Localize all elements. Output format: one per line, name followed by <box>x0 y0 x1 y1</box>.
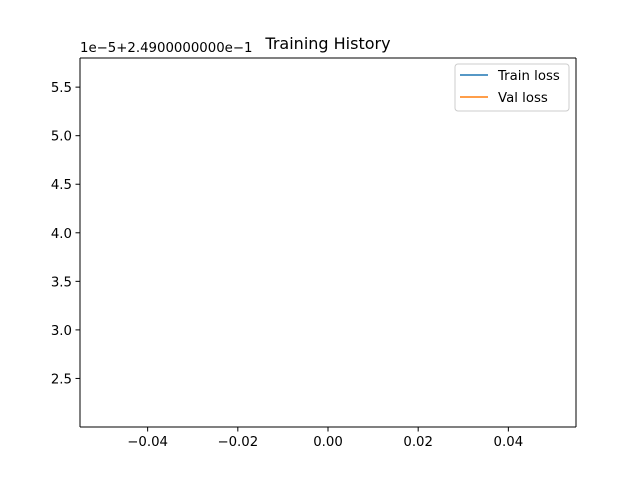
x-tick-label: 0.02 <box>403 435 433 450</box>
chart-title: Training History <box>264 34 390 53</box>
legend-label-1: Val loss <box>498 91 548 106</box>
y-tick-label: 3.0 <box>51 324 72 339</box>
y-tick-label: 3.5 <box>51 275 72 290</box>
legend-label-0: Train loss <box>497 69 560 84</box>
y-axis-offset-text: 1e−5+2.4900000000e−1 <box>80 41 252 56</box>
y-tick-label: 5.0 <box>51 130 72 145</box>
y-tick-label: 4.5 <box>51 178 72 193</box>
x-tick-label: 0.04 <box>494 435 524 450</box>
y-tick-label: 4.0 <box>51 227 72 242</box>
y-tick-label: 5.5 <box>51 81 72 96</box>
ticks: −0.04 −0.02 0.00 0.02 0.04 2.5 3.0 3.5 4.0 4.5 5.0… <box>51 81 523 450</box>
plot-area <box>80 58 576 427</box>
x-tick-label: −0.02 <box>217 435 258 450</box>
axes <box>79 57 577 428</box>
x-tick-label: 0.00 <box>313 435 343 450</box>
x-tick-label: −0.04 <box>127 435 168 450</box>
legend: Train loss Val loss <box>454 63 570 112</box>
y-tick-label: 2.5 <box>51 372 72 387</box>
